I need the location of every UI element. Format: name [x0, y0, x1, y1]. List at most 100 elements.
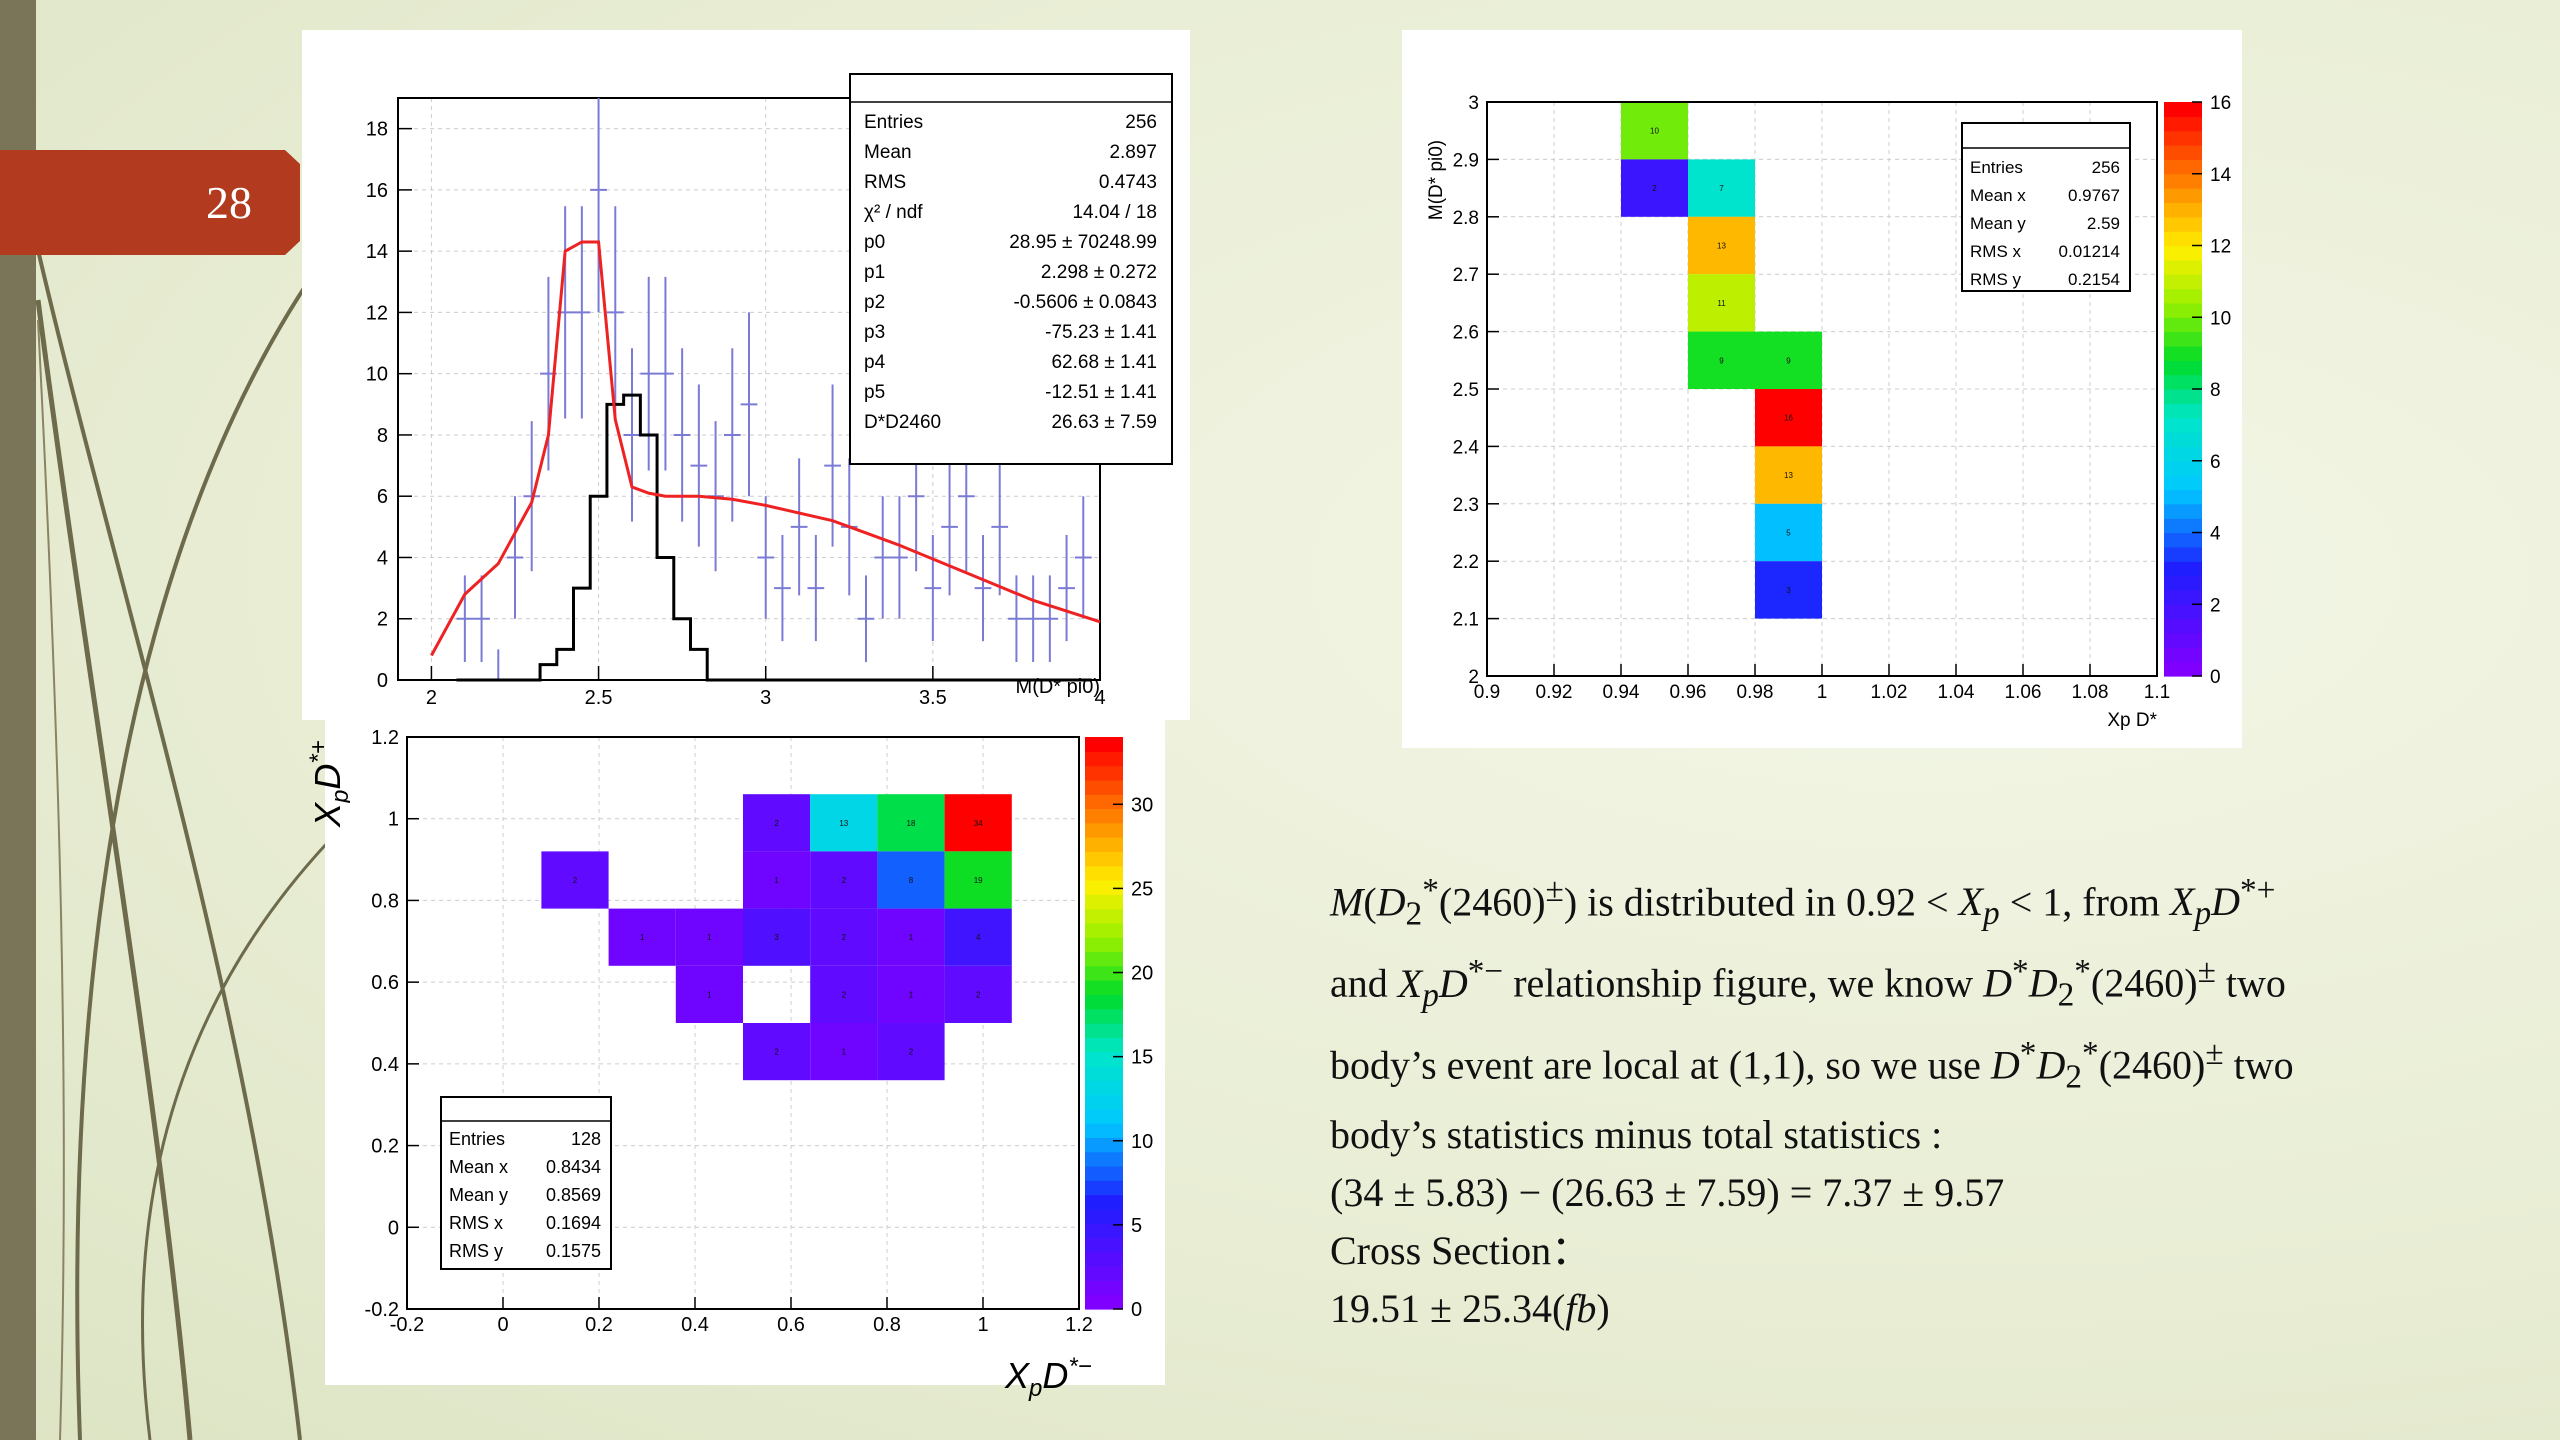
x-tick-label: -0.2 [390, 1314, 424, 1336]
x-tick-label: 1.2 [1065, 1314, 1093, 1336]
palette-segment [2164, 589, 2202, 605]
palette-segment [1085, 751, 1123, 767]
palette-segment [2164, 130, 2202, 146]
heatmap-cell: 1 [810, 1023, 878, 1081]
heatmap-cell: 9 [1755, 331, 1822, 389]
data-point [991, 458, 1009, 596]
x-tick-label: 2 [426, 687, 437, 709]
stat-key: χ² / ndf [864, 202, 923, 223]
heatmap-bottom-chart: 2 13 18 342 1 2 8 191 1 3 2 1 41 2 1 22 1 2 -0.2 0 0.2 0.4 0.… [365, 727, 1154, 1336]
x-tick-label: 1 [977, 1314, 988, 1336]
svg-text:2: 2 [1652, 184, 1657, 193]
data-point [506, 496, 524, 619]
svg-text:1: 1 [909, 933, 914, 942]
x-tick-label: 0.92 [1536, 682, 1573, 703]
palette-segment [1085, 1037, 1123, 1053]
z-tick-label: 14 [2210, 165, 2232, 186]
heatmap-cell: 1 [877, 965, 945, 1023]
x-tick-label: 1.02 [1871, 682, 1908, 703]
data-point [673, 348, 691, 522]
stat-value: 0.8569 [546, 1185, 601, 1205]
palette-segment [2164, 503, 2202, 519]
palette-segment [1085, 737, 1123, 752]
svg-text:7: 7 [1719, 184, 1724, 193]
palette-segment [1085, 1008, 1123, 1024]
stat-value: 0.01214 [2059, 242, 2120, 261]
heatmap-top-stats-box: Entries 256 Mean x 0.9767 Mean y 2.59 RMS x 0.0… [1961, 122, 2131, 292]
palette-segment [2164, 546, 2202, 562]
svg-text:11: 11 [1717, 299, 1726, 308]
stat-key: RMS x [1970, 242, 2022, 261]
x-tick-label: 1.1 [2144, 682, 2170, 703]
stat-key: RMS [864, 172, 906, 193]
heatmap-top-chart: 10 2 7 13 11 9 9 16 13 5 3 0.9 0.92 0.94 0.96 0.98 1 1.0… [1426, 93, 2232, 731]
palette-segment [2164, 604, 2202, 620]
palette-segment [1085, 1280, 1123, 1296]
palette-segment [2164, 202, 2202, 218]
z-tick-label: 6 [2210, 452, 2221, 473]
stat-key: p1 [864, 262, 885, 283]
palette-segment [1085, 865, 1123, 881]
svg-text:2: 2 [842, 990, 847, 999]
palette-segment [2164, 489, 2202, 505]
palette-segment [1085, 794, 1123, 810]
palette-segment [1085, 980, 1123, 995]
heatmap-cell: 2 [877, 1023, 945, 1081]
palette-segment [2164, 618, 2202, 634]
heatmap-cell: 4 [944, 908, 1012, 966]
stat-key: p0 [864, 232, 885, 253]
data-point [606, 206, 624, 419]
heatmap-cell: 2 [541, 851, 609, 909]
heatmap-cell: 1 [743, 851, 811, 909]
palette-segment [1085, 1123, 1123, 1138]
x-tick-label: 0.2 [585, 1314, 613, 1336]
x-tick-label: 3.5 [919, 687, 947, 709]
stat-value: -75.23 ± 1.41 [1045, 322, 1157, 343]
z-tick-label: 15 [1131, 1047, 1153, 1069]
stat-value: 256 [2092, 158, 2120, 177]
palette-segment [1085, 1237, 1123, 1253]
svg-text:XpD*−: XpD*− [1004, 1353, 1092, 1402]
histogram-stats-box: Entries 256 Mean 2.897 RMS 0.4743 χ² / ndf 14.0… [849, 73, 1173, 465]
z-tick-label: 0 [2210, 667, 2221, 688]
x-tick-label: 0.94 [1603, 682, 1640, 703]
y-tick-label: 2 [377, 609, 388, 631]
x-tick-label: 0.9 [1474, 682, 1500, 703]
palette-segment [1085, 1080, 1123, 1096]
palette-segment [1085, 922, 1123, 938]
stat-value: 256 [1125, 112, 1157, 133]
stat-value: 0.1575 [546, 1241, 601, 1261]
data-point [623, 348, 641, 522]
desc-line-5: (34 ± 5.83) − (26.63 ± 7.59) = 7.37 ± 9.… [1330, 1169, 2005, 1215]
y-tick-label: 6 [377, 486, 388, 508]
page-number: 28 [206, 177, 252, 228]
desc-line-3: body’s event are local at (1,1), so we u… [1330, 1034, 2294, 1095]
svg-text:1: 1 [640, 933, 645, 942]
y-tick-label: 2.8 [1453, 208, 1479, 229]
data-point [740, 312, 758, 497]
svg-text:1: 1 [909, 990, 914, 999]
histogram-xlabel: M(D* pi0) [1016, 676, 1100, 698]
palette-segment [2164, 116, 2202, 132]
histogram-panel: 2 2.5 3 3.5 4 0 2 4 6 8 10 12 14 16 18 M(D* pi0) Entr… [302, 30, 1190, 720]
z-tick-label: 20 [1131, 963, 1153, 985]
x-tick-label: 0 [497, 1314, 508, 1336]
x-tick-label: 0.6 [777, 1314, 805, 1336]
stat-value: 2.298 ± 0.272 [1041, 262, 1157, 283]
heatmap-cell: 3 [1755, 561, 1822, 619]
stat-value: 2.897 [1109, 142, 1157, 163]
stat-value: 128 [571, 1129, 601, 1149]
stat-key: Mean y [449, 1185, 508, 1205]
y-tick-label: 2.9 [1453, 150, 1479, 171]
svg-text:18: 18 [907, 819, 916, 828]
palette-segment [2164, 288, 2202, 304]
data-point [790, 458, 808, 596]
heatmap-cell: 13 [1755, 446, 1822, 504]
heatmap-top-xlabel: Xp D* [2107, 710, 2157, 731]
signal-histogram-line [456, 393, 1092, 682]
heatmap-cell: 2 [1621, 159, 1688, 217]
desc-line-7: 19.51 ± 25.34(fb) [1330, 1285, 1610, 1331]
stat-value: -12.51 ± 1.41 [1045, 382, 1157, 403]
y-tick-label: 2.2 [1453, 552, 1479, 573]
heatmap-cell: 1 [877, 908, 945, 966]
